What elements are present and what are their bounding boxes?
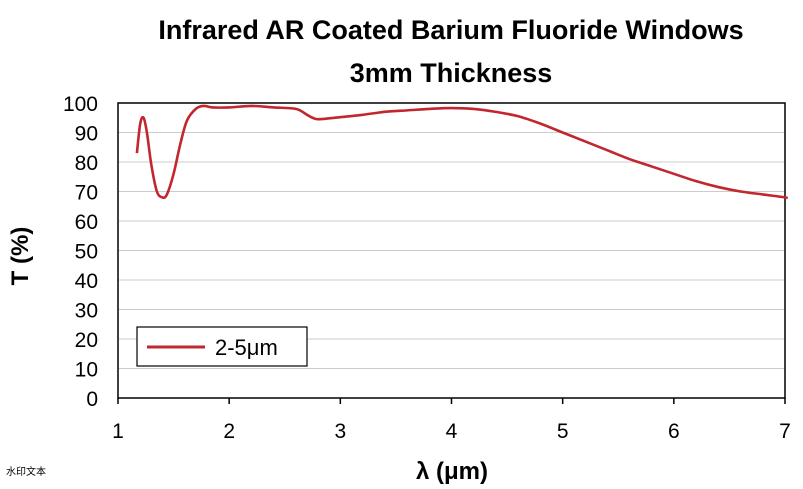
x-tick-label: 5	[557, 420, 569, 443]
chart-title: Infrared AR Coated Barium Fluoride Windo…	[158, 15, 743, 45]
y-ticks: 0 10 20 30 40 50 60 70 80 90 100	[63, 93, 98, 411]
y-tick-label: 10	[75, 359, 98, 382]
y-tick-label: 70	[75, 182, 98, 205]
series-layer	[135, 104, 788, 200]
x-tick-label: 1	[112, 420, 124, 443]
x-tick-label: 6	[668, 420, 680, 443]
watermark: 水印文本	[6, 465, 46, 478]
y-tick-label: 90	[75, 123, 98, 146]
x-axis-title: λ (μm)	[416, 458, 488, 485]
y-axis-title: T (%)	[7, 227, 34, 286]
y-tick-label: 0	[86, 388, 98, 411]
y-tick-label: 50	[75, 241, 98, 264]
y-tick-label: 20	[75, 329, 98, 352]
x-tick-label: 7	[779, 420, 791, 443]
y-tick-label: 60	[75, 211, 98, 234]
x-ticks: 1 2 3 4 5 6 7	[112, 398, 791, 443]
x-tick-label: 3	[334, 420, 346, 443]
y-tick-label: 100	[63, 93, 98, 116]
x-tick-label: 4	[446, 420, 458, 443]
x-tick-label: 2	[223, 420, 235, 443]
y-tick-label: 30	[75, 300, 98, 323]
chart-subtitle: 3mm Thickness	[350, 58, 553, 88]
legend: 2-5μm	[136, 326, 308, 367]
series-line	[135, 104, 788, 200]
legend-label: 2-5μm	[215, 335, 278, 360]
y-tick-label: 80	[75, 152, 98, 175]
y-tick-label: 40	[75, 270, 98, 293]
